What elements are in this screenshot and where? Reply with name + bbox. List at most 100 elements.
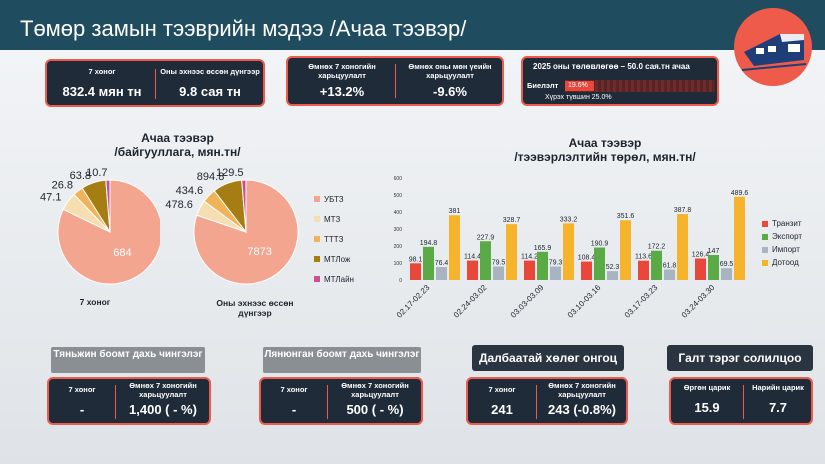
bar-legend: Транзит Экспорт Импорт Дотоод [762, 217, 802, 269]
pie-slice-МТЛайн [241, 179, 247, 233]
pie-value-label: 434.6 [176, 185, 204, 197]
tianjin-prev-label: Өмнөх 7 хоногийн харьцуулалт [129, 381, 197, 399]
bar-value-label: 114.2 [521, 254, 538, 261]
legend-label: МТЛайн [324, 274, 354, 284]
divider [115, 385, 116, 419]
tianjin-week-value: - [79, 402, 85, 417]
bar-legend-item: Транзит [762, 217, 802, 230]
pie-value-label: 47.1 [40, 192, 61, 204]
prev-year-value: -9.6% [433, 84, 467, 99]
divider [395, 64, 396, 98]
exchange-in-value: 7.7 [768, 400, 788, 415]
legend-label: МТЗ [324, 214, 341, 224]
pie-legend: УБТЗ МТЗ ТТТЗ МТЛож МТЛайн [314, 189, 354, 289]
bar-value-label: 61.8 [663, 262, 677, 269]
bar-value-label: 113.6 [635, 254, 652, 261]
budget-title: 2025 оны төлөвлөгөө – 50.0 сая.тн ачаа [533, 62, 690, 71]
lianyungang-week-value: - [291, 402, 297, 417]
legend-label: Транзит [772, 219, 802, 228]
bar-section-title: Ачаа тээвэр /тээвэрлэлтийн төрөл, мян.тн… [500, 136, 710, 164]
sea-stat-box: 7 хоног 241 Өмнөх 7 хоногийн харьцуулалт… [466, 377, 628, 425]
pie-value-label: 478.6 [165, 199, 193, 211]
tianjin-banner: Тяньжин боомт дахь чингэлэг [51, 347, 205, 373]
exchange-out-value: 15.9 [694, 400, 720, 415]
bar-Импорт [607, 271, 618, 280]
bar-chart: 0 100 200 300 400 500 600 98.1 194.8 76.4 381 02.17… [394, 176, 749, 320]
bar-Экспорт [594, 247, 605, 280]
legend-label: УБТЗ [324, 194, 344, 204]
bar-Транзит [581, 261, 592, 280]
legend-label: Импорт [772, 245, 800, 254]
bar-Экспорт [423, 246, 434, 280]
bar-Транзит [467, 260, 478, 280]
pie-title: Ачаа тээвэр [141, 131, 214, 145]
bar-value-label: 227.9 [477, 234, 495, 241]
x-tick-label: 03.24-03.30 [680, 283, 717, 320]
pie-week-caption: 7 хоног [79, 297, 111, 307]
bar-value-label: 69.5 [720, 261, 734, 268]
exchange-stat-box: Өргөн царик 15.9 Нарийн царик 7.7 [669, 377, 813, 425]
train-logo [734, 8, 812, 86]
bar-value-label: 172.2 [648, 244, 666, 251]
bar-legend-item: Импорт [762, 243, 802, 256]
exchange-in-label: Нарийн царик [752, 383, 804, 392]
bar-value-label: 381 [449, 208, 461, 215]
comparison-stat-box: Өмнөх 7 хоногийн харьцуулалт +13.2% Өмнө… [286, 56, 504, 106]
week-value: 832.4 мян тн [62, 84, 142, 99]
pie-slice-МТЛайн [105, 179, 111, 233]
lianyungang-week-label: 7 хоног [280, 385, 308, 394]
sea-week-label: 7 хоног [488, 385, 516, 394]
bar-legend-item: Экспорт [762, 230, 802, 243]
bar-value-label: 333.2 [560, 216, 578, 223]
legend-label: ТТТЗ [324, 234, 344, 244]
bar-Транзит [524, 260, 535, 280]
budget-progress-fill: 19.6% [565, 81, 595, 91]
pie-section-title: Ачаа тээвэр /байгууллага, мян.тн/ [90, 131, 265, 159]
bar-Экспорт [537, 251, 548, 280]
prev-week-label: Өмнөх 7 хоногийн харьцуулалт [308, 62, 376, 80]
pie-value-label: 26.8 [52, 180, 73, 192]
sea-banner: Далбаатай хөлөг онгоц [472, 345, 624, 371]
bar-legend-item: Дотоод [762, 256, 802, 269]
lianyungang-prev-value: 500 ( - %) [346, 402, 404, 417]
budget-row-label: Биелэлт [527, 81, 559, 90]
legend-swatch [314, 216, 320, 222]
bar-value-label: 52.3 [606, 264, 620, 271]
pie-chart-week: 684 47.126.863.810.7 [40, 167, 160, 285]
legend-swatch [762, 246, 768, 253]
y-tick-label: 300 [394, 227, 403, 233]
bar-Дотоод [734, 196, 745, 280]
bar-value-label: 126.4 [692, 252, 710, 259]
bar-value-label: 165.9 [534, 245, 552, 252]
sea-prev-label: Өмнөх 7 хоногийн харьцуулалт [548, 381, 616, 399]
tianjin-prev-value: 1,400 ( - %) [129, 402, 197, 417]
bar-Импорт [721, 268, 732, 280]
legend-swatch [314, 236, 320, 242]
divider [743, 385, 744, 419]
bar-value-label: 98.1 [409, 256, 423, 263]
lianyungang-stat-box: 7 хоног - Өмнөх 7 хоногийн харьцуулалт 5… [259, 377, 423, 425]
legend-label: Дотоод [772, 258, 799, 267]
y-tick-label: 400 [394, 210, 403, 216]
legend-label: МТЛож [324, 254, 351, 264]
prev-year-label: Өмнөх оны мөн үеийн харьцуулалт [408, 62, 492, 80]
x-tick-label: 02.24-03.02 [452, 283, 489, 320]
bar-Экспорт [480, 241, 491, 280]
pie-legend-item: ТТТЗ [314, 229, 354, 249]
budget-box: 2025 оны төлөвлөгөө – 50.0 сая.тн ачаа Б… [521, 56, 719, 106]
pie-value-label: 894.8 [197, 171, 225, 183]
tianjin-stat-box: 7 хоног - Өмнөх 7 хоногийн харьцуулалт 1… [47, 377, 211, 425]
pie-legend-item: УБТЗ [314, 189, 354, 209]
pie-legend-item: МТЗ [314, 209, 354, 229]
pie-slice-УБТЗ [193, 179, 299, 285]
budget-progress-track [565, 80, 715, 92]
y-tick-label: 0 [399, 278, 402, 284]
bar-value-label: 387.8 [674, 207, 692, 214]
exchange-out-label: Өргөн царик [683, 383, 731, 392]
y-tick-label: 600 [394, 176, 403, 182]
tianjin-week-label: 7 хоног [68, 385, 96, 394]
lianyungang-banner: Лянюнган боомт дахь чингэлэг [263, 347, 421, 373]
header-bar [0, 0, 825, 50]
bar-Импорт [436, 267, 447, 280]
sea-week-value: 241 [491, 402, 513, 417]
